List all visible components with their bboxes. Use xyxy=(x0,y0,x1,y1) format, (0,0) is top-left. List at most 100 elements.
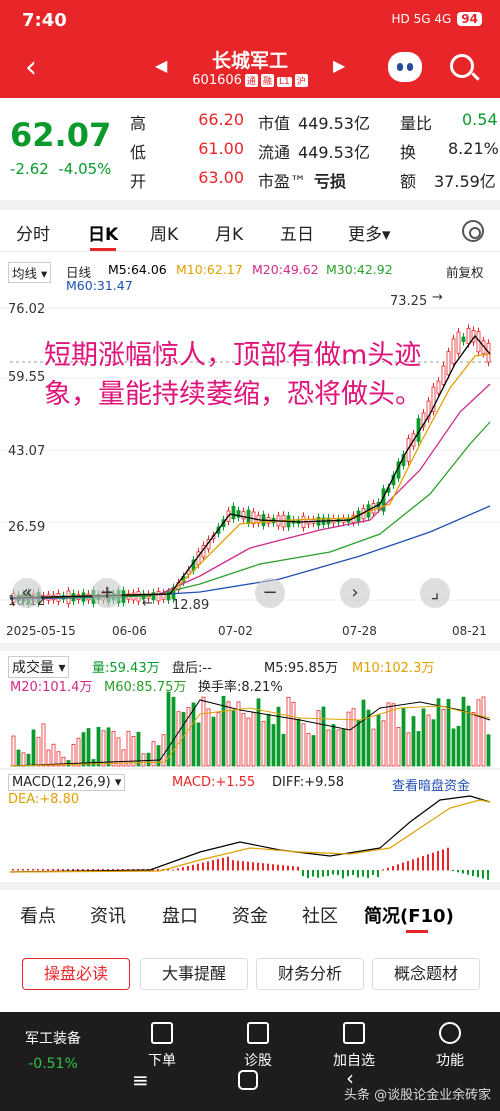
macd-bar xyxy=(402,862,404,871)
status-bar: 7:40 HD 5G 4G 94 xyxy=(0,0,500,40)
macd-bar xyxy=(202,862,204,871)
nav-diagnose[interactable]: 诊股 xyxy=(228,1022,288,1070)
pill-event-reminder[interactable]: 大事提醒 xyxy=(140,958,248,990)
volume-bar xyxy=(411,716,416,767)
nav-add-watchlist[interactable]: 加自选 xyxy=(324,1022,384,1070)
price-axis-label: 76.02 xyxy=(8,302,46,317)
tab-weekly-k[interactable]: 周K xyxy=(150,225,179,245)
stock-code-line: 601606 通融 L1 沪 xyxy=(0,73,500,88)
macd-bar xyxy=(487,870,489,880)
volume-bar xyxy=(326,729,331,767)
tab-funds[interactable]: 资金 xyxy=(232,906,268,927)
tab-daily-k[interactable]: 日K xyxy=(88,220,118,251)
tag-hu: 沪 xyxy=(294,74,308,87)
scroll-right-icon[interactable]: › xyxy=(340,578,370,608)
candle-body xyxy=(151,592,156,601)
volume-bar xyxy=(316,710,321,767)
volume-bar xyxy=(466,705,471,767)
search-icon[interactable] xyxy=(450,54,474,78)
status-icons: HD 5G 4G 94 xyxy=(392,12,482,26)
volume-bar xyxy=(11,735,16,767)
tab-f10-profile[interactable]: 简况(F10) xyxy=(364,906,454,927)
volume-bar xyxy=(231,710,236,767)
nav-functions[interactable]: 功能 xyxy=(420,1022,480,1070)
fullscreen-icon[interactable]: ⌟ xyxy=(420,578,450,608)
macd-bar xyxy=(422,856,424,871)
volume-bar xyxy=(296,718,301,767)
volume-bar xyxy=(116,737,121,767)
vol-ma60: M60:85.75万 xyxy=(104,680,187,695)
low-arrow-icon: ← xyxy=(142,596,153,611)
macd-bar xyxy=(382,869,384,871)
macd-bar xyxy=(257,862,259,871)
zoom-in-icon[interactable]: + xyxy=(92,578,122,608)
macd-bar xyxy=(357,870,359,878)
value-amount: 37.59亿 xyxy=(434,172,496,191)
ma30-label: M30:42.92 xyxy=(326,262,393,277)
macd-bar xyxy=(222,857,224,871)
tab-five-day[interactable]: 五日 xyxy=(280,225,314,245)
volume-bar xyxy=(16,749,21,767)
pill-financial-analysis[interactable]: 财务分析 xyxy=(256,958,364,990)
tab-intraday[interactable]: 分时 xyxy=(16,225,50,245)
zoom-out-icon[interactable]: − xyxy=(255,578,285,608)
macd-bar xyxy=(217,859,219,871)
volume-bar xyxy=(51,743,56,767)
robot-assistant-icon[interactable] xyxy=(388,52,422,82)
ma5-label: M5:64.06 xyxy=(108,262,167,277)
home-icon[interactable] xyxy=(238,1070,258,1090)
tab-highlights[interactable]: 看点 xyxy=(20,906,56,927)
label-turnover: 换 xyxy=(400,143,417,162)
chart-settings-icon[interactable] xyxy=(462,220,484,242)
macd-bar xyxy=(312,870,314,877)
nav-place-order[interactable]: 下单 xyxy=(132,1022,192,1070)
candle-body xyxy=(426,400,431,420)
tab-order-book[interactable]: 盘口 xyxy=(162,906,198,927)
volume-bar xyxy=(226,701,231,767)
macd-bar xyxy=(442,849,444,871)
volume-bar xyxy=(111,730,116,767)
candle-body xyxy=(241,511,246,520)
kline-chart[interactable] xyxy=(0,294,500,614)
macd-bar xyxy=(397,864,399,871)
tab-community[interactable]: 社区 xyxy=(302,906,338,927)
vol-ma10: M10:102.3万 xyxy=(352,661,435,676)
ma-toggle[interactable]: 均线 ▾ xyxy=(8,262,52,283)
macd-bar xyxy=(207,861,209,871)
macd-bar xyxy=(372,870,374,875)
prev-stock-icon[interactable]: ◀ xyxy=(155,56,168,75)
sector-ticker[interactable]: 军工装备 -0.51% xyxy=(8,1028,98,1072)
tab-more[interactable]: 更多▾ xyxy=(348,225,391,245)
volume-bar xyxy=(196,722,201,767)
turnover-rate: 换手率:8.21% xyxy=(198,680,283,695)
sector-name: 军工装备 xyxy=(25,1031,81,1047)
value-pe: 亏损 xyxy=(314,172,347,191)
tab-news[interactable]: 资讯 xyxy=(90,906,126,927)
volume-bar xyxy=(406,732,411,767)
volume-bar xyxy=(71,743,76,767)
volume-indicator-toggle[interactable]: 成交量 ▾ xyxy=(8,656,70,678)
back-icon[interactable]: ‹ xyxy=(25,50,37,85)
macd-indicator-toggle[interactable]: MACD(12,26,9) ▾ xyxy=(8,774,126,791)
pill-trading-guide[interactable]: 操盘必读 xyxy=(22,958,130,990)
macd-bar xyxy=(167,869,169,871)
candle-body xyxy=(456,331,461,354)
macd-bar xyxy=(247,861,249,871)
label-float: 流通 xyxy=(258,143,291,162)
pill-concepts[interactable]: 概念题材 xyxy=(372,958,480,990)
candle-body xyxy=(451,338,456,364)
macd-bar xyxy=(367,870,369,878)
candle-body xyxy=(446,351,451,376)
back-nav-icon[interactable]: ‹ xyxy=(346,1066,354,1090)
volume-bar xyxy=(236,701,241,767)
price-adjust[interactable]: 前复权 xyxy=(446,265,484,280)
scroll-left-icon[interactable]: « xyxy=(12,578,42,608)
macd-bar xyxy=(62,869,64,871)
dark-pool-link[interactable]: 查看暗盘资金 xyxy=(392,779,471,794)
nav-diagnose-label: 诊股 xyxy=(244,1053,272,1069)
tab-monthly-k[interactable]: 月K xyxy=(215,225,244,245)
recent-apps-icon[interactable]: ≡ xyxy=(132,1068,149,1092)
next-stock-icon[interactable]: ▶ xyxy=(333,56,346,75)
label-open: 开 xyxy=(130,172,147,191)
macd-bar xyxy=(337,870,339,876)
